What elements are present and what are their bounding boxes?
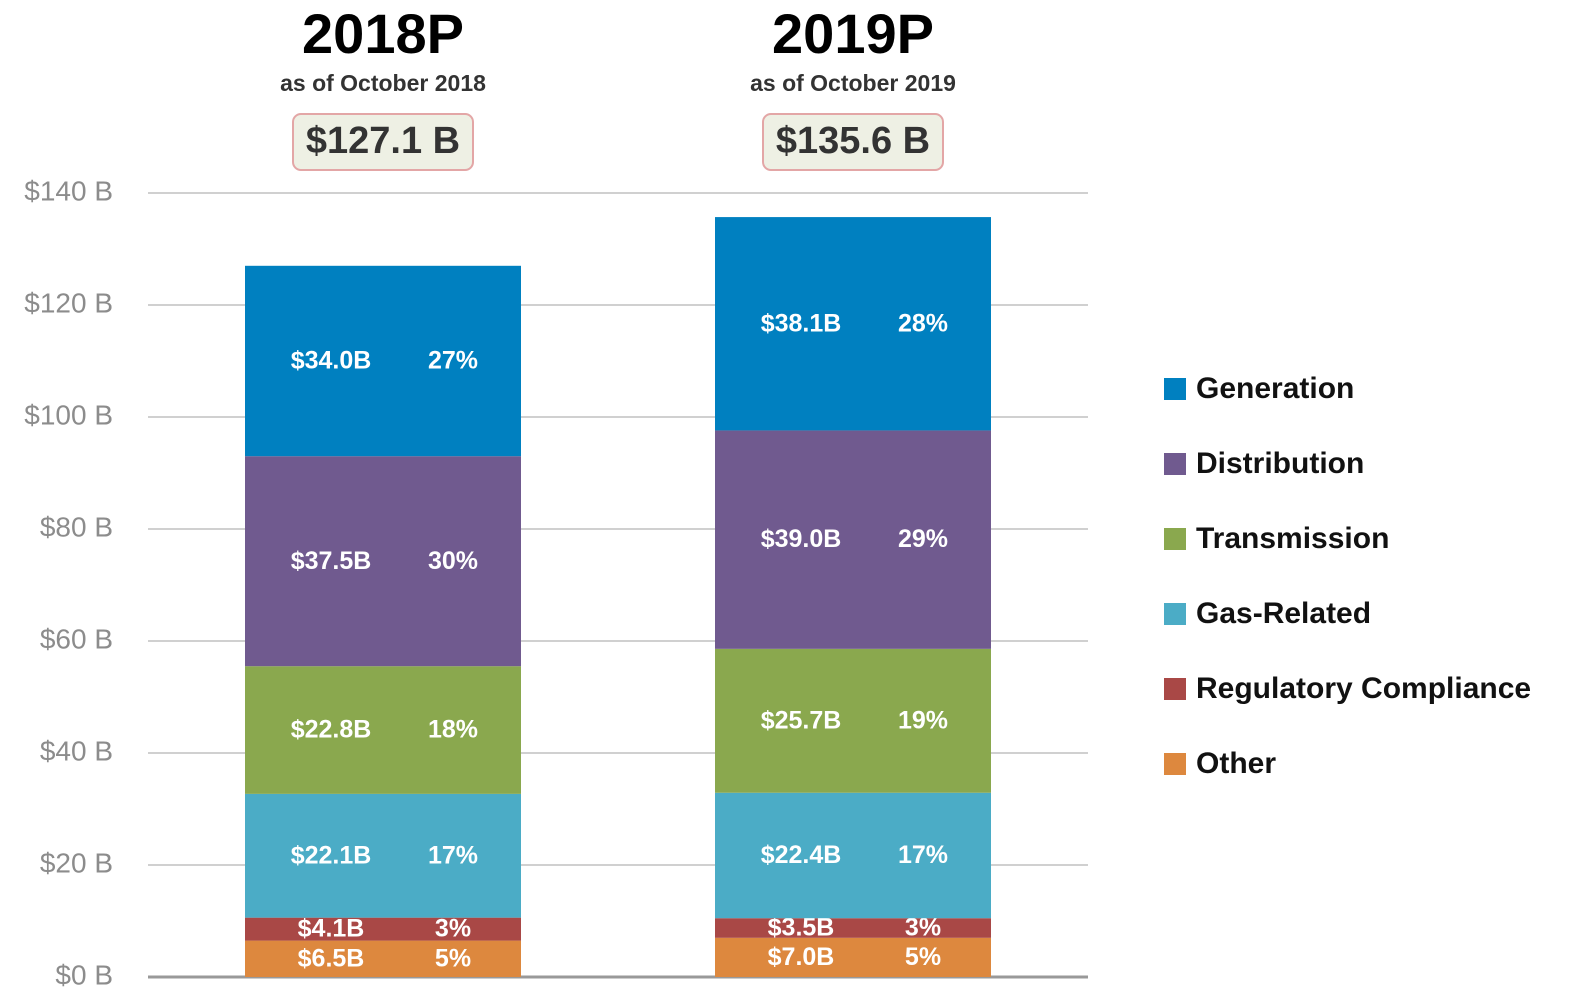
legend-label: Transmission	[1196, 522, 1389, 555]
category-title: 2019P	[772, 2, 934, 65]
value-label: $25.7B	[761, 706, 842, 734]
share-label: 27%	[428, 347, 478, 375]
bar-segment	[715, 430, 991, 649]
value-label: $4.1B	[298, 915, 365, 943]
value-label: $6.5B	[298, 944, 365, 972]
category-title: 2018P	[302, 2, 464, 65]
y-tick-label: $40 B	[40, 735, 113, 766]
y-tick-label: $20 B	[40, 847, 113, 878]
total-label: $127.1 B	[306, 120, 460, 162]
y-tick-label: $100 B	[24, 399, 113, 430]
legend-label: Other	[1196, 747, 1276, 780]
value-label: $22.4B	[761, 841, 842, 869]
bar-segment	[715, 937, 991, 977]
bar-segment	[715, 648, 991, 793]
category-subtitle: as of October 2019	[750, 70, 956, 96]
total-box	[292, 113, 474, 171]
bar-segment	[245, 265, 521, 457]
bar-segment	[245, 456, 521, 667]
bar-segment	[715, 792, 991, 919]
legend-label: Distribution	[1196, 447, 1364, 480]
share-label: 17%	[428, 841, 478, 869]
legend-swatch	[1164, 378, 1186, 400]
value-label: $37.5B	[291, 547, 372, 575]
category-subtitle: as of October 2018	[280, 70, 486, 96]
value-label: $3.5B	[768, 914, 835, 942]
y-tick-label: $140 B	[24, 175, 113, 206]
legend-swatch	[1164, 528, 1186, 550]
value-label: $34.0B	[291, 347, 372, 375]
share-label: 30%	[428, 547, 478, 575]
total-box	[762, 113, 944, 171]
bar-segment	[245, 793, 521, 918]
y-tick-label: $120 B	[24, 287, 113, 318]
bar-segment	[245, 940, 521, 977]
legend-label: Regulatory Compliance	[1196, 672, 1531, 705]
share-label: 18%	[428, 716, 478, 744]
value-label: $39.0B	[761, 525, 842, 553]
value-label: $7.0B	[768, 943, 835, 971]
share-label: 19%	[898, 706, 948, 734]
bar-segment	[715, 217, 991, 431]
legend-swatch	[1164, 453, 1186, 475]
y-tick-label: $80 B	[40, 511, 113, 542]
value-label: $22.8B	[291, 716, 372, 744]
value-label: $22.1B	[291, 841, 372, 869]
legend-label: Gas-Related	[1196, 597, 1371, 630]
bar-segment	[245, 666, 521, 794]
legend-swatch	[1164, 753, 1186, 775]
value-label: $38.1B	[761, 309, 842, 337]
share-label: 5%	[435, 944, 471, 972]
y-tick-label: $60 B	[40, 623, 113, 654]
legend-swatch	[1164, 603, 1186, 625]
share-label: 5%	[905, 943, 941, 971]
share-label: 3%	[435, 915, 471, 943]
share-label: 29%	[898, 525, 948, 553]
bar-segment	[715, 918, 991, 938]
share-label: 28%	[898, 309, 948, 337]
share-label: 17%	[898, 841, 948, 869]
bar-segment	[245, 917, 521, 941]
legend-swatch	[1164, 678, 1186, 700]
total-label: $135.6 B	[776, 120, 930, 162]
legend-label: Generation	[1196, 372, 1354, 405]
share-label: 3%	[905, 914, 941, 942]
y-tick-label: $0 B	[55, 959, 113, 990]
